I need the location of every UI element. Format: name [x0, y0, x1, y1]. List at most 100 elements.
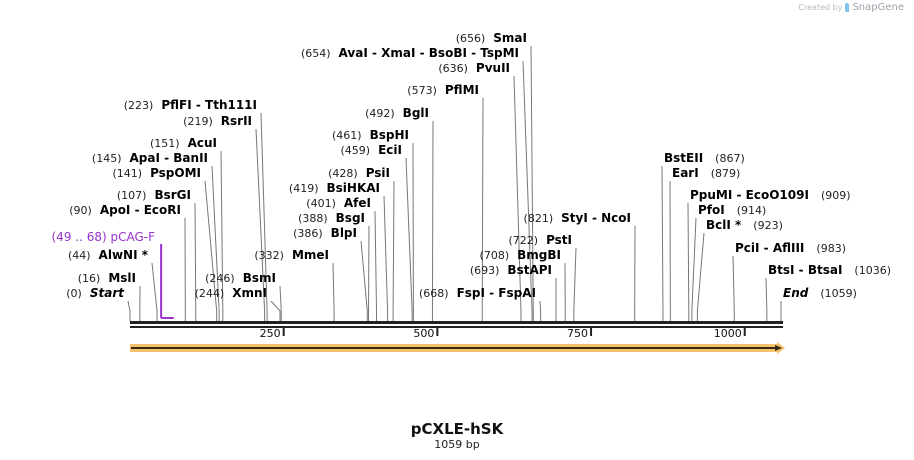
leader-line — [696, 232, 705, 321]
leader-line — [360, 240, 368, 321]
site-position: (419) — [289, 182, 319, 195]
enzyme-name: BmgBI — [517, 248, 561, 262]
feature-label: (49 .. 68) pCAG-F — [52, 230, 156, 244]
site-bsihkai[interactable]: BsiHKAI (419) — [289, 181, 380, 195]
site-position: (914) — [737, 204, 767, 217]
leader-line — [732, 255, 735, 321]
axis-ticks: 250 500 750 1000 — [260, 327, 746, 340]
tick-250: 250 — [260, 327, 285, 340]
site-position: (107) — [117, 189, 147, 202]
enzyme-name: BstAPI — [507, 263, 552, 277]
enzyme-name: BclI * — [706, 218, 742, 232]
svg-text:250: 250 — [260, 327, 281, 340]
leader-line — [194, 202, 197, 321]
site-ppumi[interactable]: PpuMI - EcoO109I (909) — [690, 188, 851, 202]
site-psti[interactable]: PstI (722) — [508, 233, 572, 247]
site-afei[interactable]: AfeI (401) — [306, 196, 371, 210]
enzyme-name: Start — [90, 286, 125, 300]
site-bsteii[interactable]: BstEII (867) — [664, 151, 745, 165]
enzyme-name: BlpI — [331, 226, 357, 240]
site-psii[interactable]: PsiI (428) — [328, 166, 390, 180]
leader-line — [573, 247, 577, 321]
enzyme-name: PflFI - Tth111I — [161, 98, 257, 112]
svg-text:750: 750 — [567, 327, 588, 340]
leader-line — [279, 285, 282, 321]
site-position: (0) — [66, 287, 82, 300]
site-position: (223) — [124, 99, 154, 112]
site-position: (44) — [68, 249, 91, 262]
leader-line — [151, 262, 158, 321]
site-apoi[interactable]: ApoI - EcoRI (90) — [69, 203, 181, 217]
site-position: (459) — [341, 144, 371, 157]
site-bcli[interactable]: BclI * (923) — [706, 218, 783, 232]
site-avai[interactable]: AvaI - XmaI - BsoBI - TspMI (654) — [301, 46, 519, 60]
leader-line — [255, 128, 266, 321]
site-start[interactable]: Start (0) — [66, 286, 125, 300]
site-position: (16) — [78, 272, 101, 285]
orf-arrow[interactable] — [130, 342, 785, 354]
enzyme-name: AlwNI * — [99, 248, 149, 262]
credit-brand: SnapGene — [852, 2, 904, 13]
site-eari[interactable]: EarI (879) — [672, 166, 740, 180]
leader-line — [270, 300, 281, 321]
site-btsi[interactable]: BtsI - BtsaI (1036) — [768, 263, 891, 277]
site-acui[interactable]: AcuI (151) — [150, 136, 217, 150]
enzyme-name: FspI - FspAI — [457, 286, 536, 300]
site-blpi[interactable]: BlpI (386) — [293, 226, 357, 240]
site-rsrii[interactable]: RsrII (219) — [183, 114, 252, 128]
site-position: (879) — [711, 167, 741, 180]
arrow-head-icon — [775, 345, 782, 351]
site-position: (1059) — [820, 287, 857, 300]
site-end[interactable]: End (1059) — [783, 286, 857, 300]
site-position: (141) — [112, 167, 142, 180]
enzyme-name: SmaI — [493, 31, 527, 45]
site-bgli[interactable]: BglI (492) — [365, 106, 429, 120]
site-pvuii[interactable]: PvuII (636) — [438, 61, 510, 75]
enzyme-name: StyI - NcoI — [561, 211, 631, 225]
site-position: (246) — [205, 272, 235, 285]
site-position: (90) — [69, 204, 92, 217]
site-pflfi[interactable]: PflFI - Tth111I (223) — [124, 98, 257, 112]
site-xmni[interactable]: XmnI (244) — [195, 286, 267, 300]
site-alwni[interactable]: AlwNI * (44) — [68, 248, 149, 262]
site-pcii[interactable]: PciI - AflIII (983) — [735, 241, 846, 255]
site-bsphi[interactable]: BspHI (461) — [332, 128, 409, 142]
site-bsrgi[interactable]: BsrGI (107) — [117, 188, 191, 202]
site-fspi[interactable]: FspI - FspAI (668) — [419, 286, 536, 300]
enzyme-name: PciI - AflIII — [735, 241, 804, 255]
site-bsgi[interactable]: BsgI (388) — [298, 211, 365, 225]
site-bmgbi[interactable]: BmgBI (708) — [480, 248, 561, 262]
leader-line — [392, 180, 395, 321]
enzyme-labels: Start(0)MslI(16)AlwNI *(44)ApoI - EcoRI(… — [66, 31, 891, 300]
site-pflmi[interactable]: PflMI (573) — [407, 83, 479, 97]
site-position: (386) — [293, 227, 323, 240]
site-position: (656) — [456, 32, 486, 45]
enzyme-name: ApaI - BanII — [130, 151, 209, 165]
site-position: (244) — [195, 287, 225, 300]
snapgene-logo-icon — [845, 3, 850, 12]
site-apai[interactable]: ApaI - BanII (145) — [92, 151, 208, 165]
site-mmei[interactable]: MmeI (332) — [254, 248, 329, 262]
site-bstapi[interactable]: BstAPI (693) — [470, 263, 552, 277]
site-msli[interactable]: MslI (16) — [78, 271, 136, 285]
leader-line — [204, 180, 218, 321]
site-pfoi[interactable]: PfoI (914) — [698, 203, 766, 217]
site-pspomi[interactable]: PspOMI (141) — [112, 166, 201, 180]
snapgene-credit: Created by SnapGene — [798, 2, 904, 13]
site-ecii[interactable]: EciI (459) — [341, 143, 402, 157]
enzyme-name: ApoI - EcoRI — [100, 203, 181, 217]
feature-pcag-f[interactable]: (49 .. 68) pCAG-F — [52, 230, 174, 319]
tick-500: 500 — [413, 327, 439, 340]
enzyme-name: XmnI — [232, 286, 267, 300]
enzyme-name: AfeI — [344, 196, 371, 210]
enzyme-name: End — [783, 286, 809, 300]
leader-line — [661, 165, 664, 321]
site-position: (983) — [816, 242, 846, 255]
site-bsmi[interactable]: BsmI (246) — [205, 271, 276, 285]
leader-line — [374, 210, 378, 321]
site-styi[interactable]: StyI - NcoI (821) — [524, 211, 631, 225]
site-smai[interactable]: SmaI (656) — [456, 31, 527, 45]
leader-line — [539, 300, 542, 321]
site-position: (388) — [298, 212, 328, 225]
site-position: (708) — [480, 249, 510, 262]
